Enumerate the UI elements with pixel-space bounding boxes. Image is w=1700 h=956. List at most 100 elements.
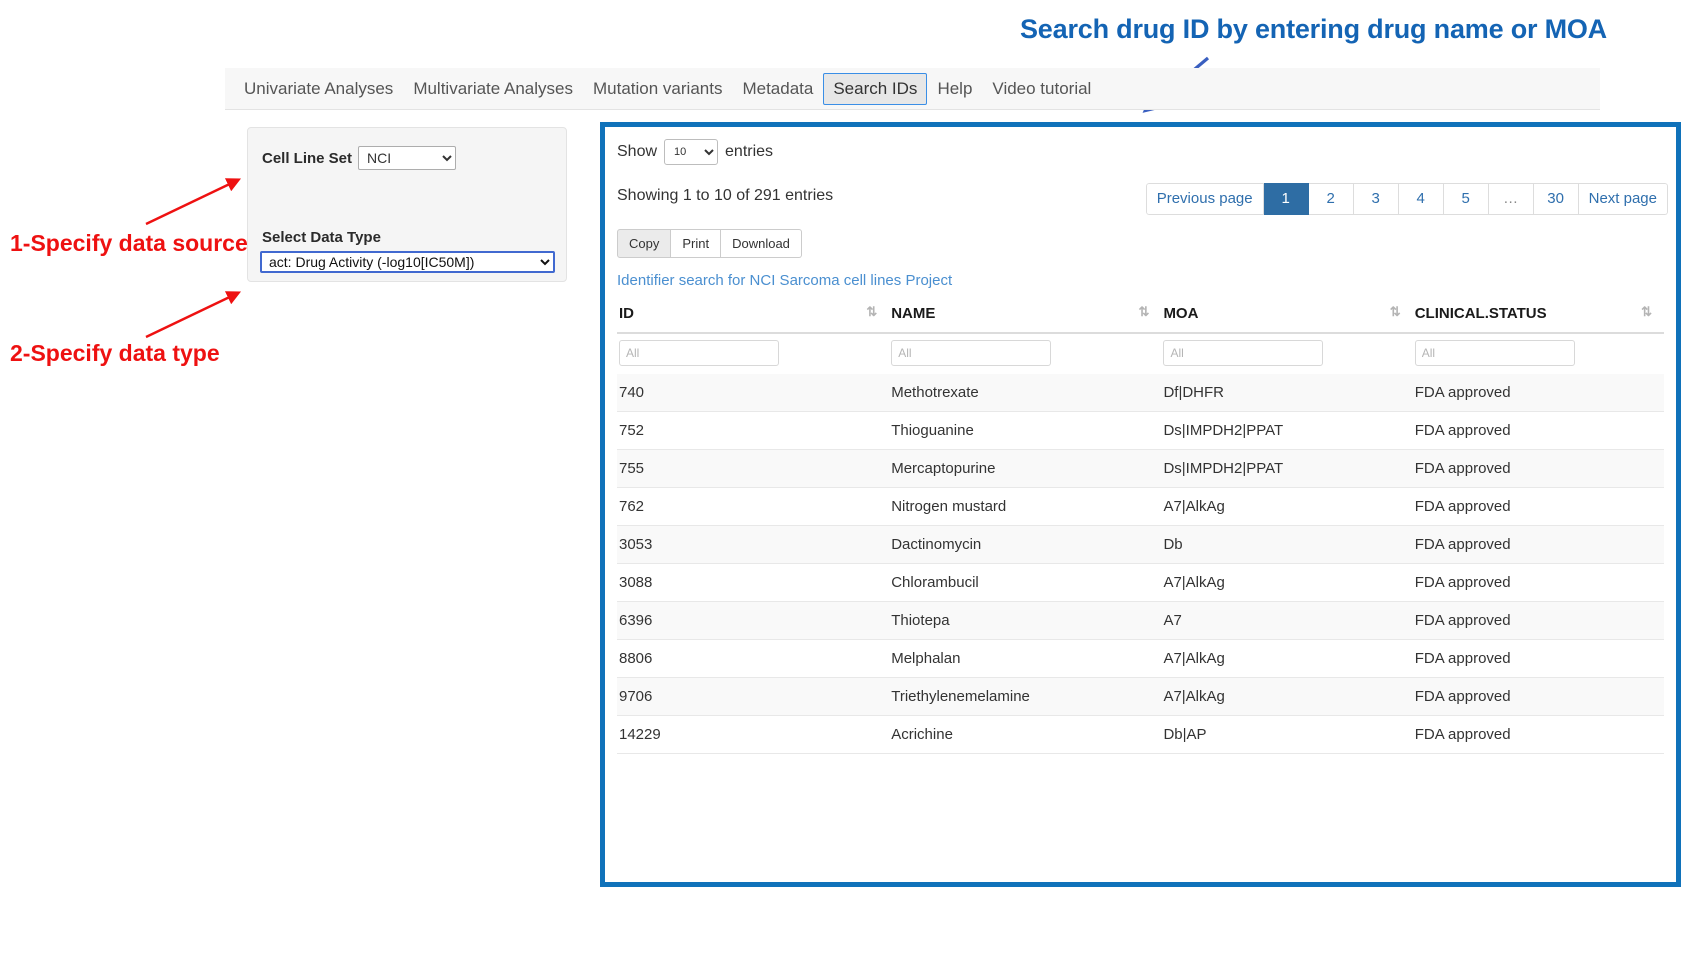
cell-line-set-row: Cell Line Set NCI <box>262 146 457 170</box>
cell-moa: Db <box>1161 525 1413 564</box>
select-data-type-label: Select Data Type <box>262 229 381 246</box>
download-button[interactable]: Download <box>721 229 802 258</box>
table-header-row: ID ⇅ NAME ⇅ MOA ⇅ CLINICAL.STATUS ⇅ <box>617 301 1664 334</box>
cell-line-set-select[interactable]: NCI <box>358 146 457 170</box>
cell-id: 8806 <box>617 639 890 678</box>
tab-multivariate-analyses[interactable]: Multivariate Analyses <box>413 78 573 98</box>
print-button[interactable]: Print <box>671 229 722 258</box>
cell-status: FDA approved <box>1412 449 1664 488</box>
cell-id: 762 <box>617 487 890 526</box>
filter-input-name[interactable] <box>891 340 1052 366</box>
showing-entries-info: Showing 1 to 10 of 291 entries <box>617 187 834 204</box>
cell-name: Dactinomycin <box>889 525 1162 564</box>
cell-moa: Ds|IMPDH2|PPAT <box>1161 449 1413 488</box>
tab-metadata[interactable]: Metadata <box>742 78 814 98</box>
cell-id: 755 <box>617 449 890 488</box>
page-ellipsis: … <box>1488 183 1534 215</box>
cell-status: FDA approved <box>1412 639 1664 678</box>
table-row[interactable]: 14229 Acrichine Db|AP FDA approved <box>617 715 1664 754</box>
sidebar-panel: Cell Line Set NCI Select Data Type act: … <box>247 127 567 282</box>
cell-id: 14229 <box>617 715 890 754</box>
tab-mutation-variants[interactable]: Mutation variants <box>593 78 723 98</box>
page-button-3[interactable]: 3 <box>1353 183 1399 215</box>
cell-id: 740 <box>617 374 890 412</box>
search-ids-panel: Show 10 entries Showing 1 to 10 of 291 e… <box>600 122 1681 887</box>
table-row[interactable]: 6396 Thiotepa A7 FDA approved <box>617 601 1664 640</box>
tab-help[interactable]: Help <box>937 78 973 98</box>
page-button-5[interactable]: 5 <box>1443 183 1489 215</box>
column-header-id-label: ID <box>619 305 634 322</box>
table-row[interactable]: 3053 Dactinomycin Db FDA approved <box>617 525 1664 564</box>
next-page-button[interactable]: Next page <box>1578 183 1668 215</box>
cell-name: Melphalan <box>889 639 1162 678</box>
column-header-moa-label: MOA <box>1163 305 1199 322</box>
cell-status: FDA approved <box>1412 715 1664 754</box>
sort-icon[interactable]: ⇅ <box>866 304 877 319</box>
cell-id: 3088 <box>617 563 890 602</box>
filter-cell-moa <box>1161 333 1413 374</box>
filter-cell-name <box>889 333 1162 374</box>
page-button-1[interactable]: 1 <box>1263 183 1309 215</box>
pagination: Previous page 1 2 3 4 5 … 30 Next page <box>1145 183 1668 215</box>
cell-moa: Db|AP <box>1161 715 1413 754</box>
entries-per-page-select[interactable]: 10 <box>664 139 719 165</box>
red-arrow-1-icon <box>145 178 242 226</box>
cell-status: FDA approved <box>1412 677 1664 716</box>
table-filter-row <box>617 333 1664 374</box>
table-row[interactable]: 9706 Triethylenemelamine A7|AlkAg FDA ap… <box>617 677 1664 716</box>
page-button-4[interactable]: 4 <box>1398 183 1444 215</box>
column-header-clinical-status[interactable]: CLINICAL.STATUS ⇅ <box>1412 301 1664 334</box>
data-type-select[interactable]: act: Drug Activity (-log10[IC50M]) <box>260 251 555 273</box>
identifier-results-table: ID ⇅ NAME ⇅ MOA ⇅ CLINICAL.STATUS ⇅ <box>617 301 1664 754</box>
cell-moa: A7|AlkAg <box>1161 677 1413 716</box>
previous-page-button[interactable]: Previous page <box>1145 183 1264 215</box>
main-navbar: Univariate Analyses Multivariate Analyse… <box>225 68 1600 110</box>
cell-id: 9706 <box>617 677 890 716</box>
cell-moa: A7|AlkAg <box>1161 563 1413 602</box>
page-button-2[interactable]: 2 <box>1308 183 1354 215</box>
show-suffix-label: entries <box>725 143 774 160</box>
sort-icon[interactable]: ⇅ <box>1641 304 1652 319</box>
cell-name: Thioguanine <box>889 411 1162 450</box>
sort-icon[interactable]: ⇅ <box>1138 304 1150 319</box>
show-entries-row: Show 10 entries <box>617 139 1664 165</box>
cell-line-set-label: Cell Line Set <box>262 149 353 167</box>
filter-input-clinical-status[interactable] <box>1414 340 1575 366</box>
show-prefix-label: Show <box>617 143 658 160</box>
table-row[interactable]: 3088 Chlorambucil A7|AlkAg FDA approved <box>617 563 1664 602</box>
cell-name: Chlorambucil <box>889 563 1162 602</box>
table-row[interactable]: 740 Methotrexate Df|DHFR FDA approved <box>617 374 1664 412</box>
cell-name: Nitrogen mustard <box>889 487 1162 526</box>
page-button-30[interactable]: 30 <box>1533 183 1579 215</box>
cell-status: FDA approved <box>1412 563 1664 602</box>
column-header-moa[interactable]: MOA ⇅ <box>1161 301 1413 334</box>
column-header-name[interactable]: NAME ⇅ <box>889 301 1162 334</box>
red-arrow-2-icon <box>145 291 242 339</box>
table-row[interactable]: 755 Mercaptopurine Ds|IMPDH2|PPAT FDA ap… <box>617 449 1664 488</box>
column-header-id[interactable]: ID ⇅ <box>617 301 890 334</box>
cell-status: FDA approved <box>1412 601 1664 640</box>
tab-search-ids[interactable]: Search IDs <box>823 72 928 105</box>
cell-moa: A7 <box>1161 601 1413 640</box>
export-buttons-group: Copy Print Download <box>617 229 1664 258</box>
filter-cell-id <box>617 333 890 374</box>
cell-moa: A7|AlkAg <box>1161 639 1413 678</box>
copy-button[interactable]: Copy <box>617 229 672 258</box>
cell-moa: Df|DHFR <box>1161 374 1413 412</box>
table-caption-link[interactable]: Identifier search for NCI Sarcoma cell l… <box>617 272 953 289</box>
filter-input-id[interactable] <box>619 340 779 366</box>
cell-name: Acrichine <box>889 715 1162 754</box>
cell-id: 6396 <box>617 601 890 640</box>
cell-status: FDA approved <box>1412 374 1664 412</box>
sort-icon[interactable]: ⇅ <box>1389 304 1401 319</box>
tab-univariate-analyses[interactable]: Univariate Analyses <box>244 78 394 98</box>
table-row[interactable]: 752 Thioguanine Ds|IMPDH2|PPAT FDA appro… <box>617 411 1664 450</box>
table-row[interactable]: 762 Nitrogen mustard A7|AlkAg FDA approv… <box>617 487 1664 526</box>
cell-name: Mercaptopurine <box>889 449 1162 488</box>
filter-input-moa[interactable] <box>1163 340 1324 366</box>
column-header-name-label: NAME <box>891 305 936 322</box>
tab-video-tutorial[interactable]: Video tutorial <box>992 78 1092 98</box>
table-row[interactable]: 8806 Melphalan A7|AlkAg FDA approved <box>617 639 1664 678</box>
cell-moa: A7|AlkAg <box>1161 487 1413 526</box>
filter-cell-clinical-status <box>1412 333 1664 374</box>
